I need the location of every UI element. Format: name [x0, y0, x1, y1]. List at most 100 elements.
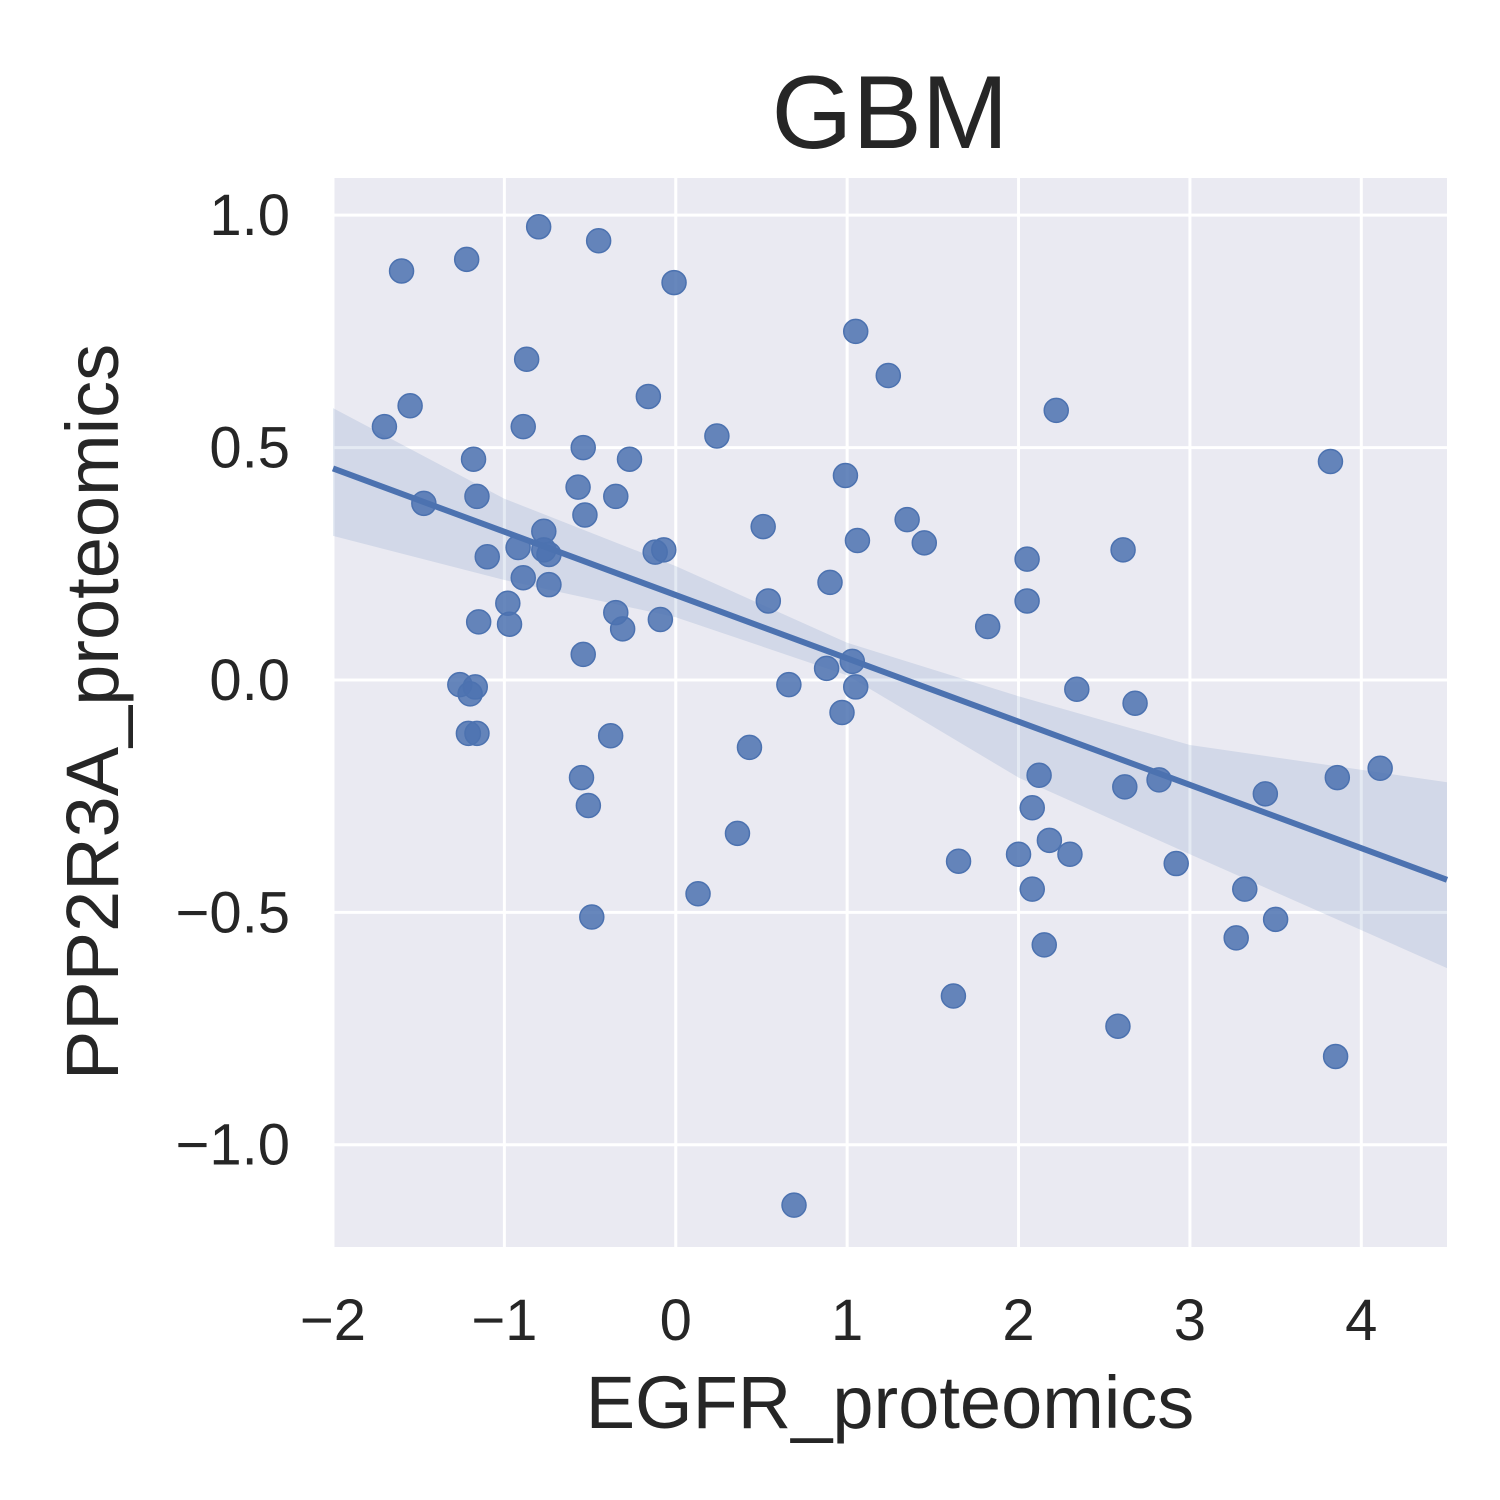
- data-point: [1122, 690, 1148, 716]
- data-point: [453, 246, 480, 273]
- y-tick-label: 0.5: [209, 416, 290, 481]
- data-point: [875, 362, 902, 389]
- y-tick-label: −0.5: [176, 880, 291, 945]
- data-point: [570, 641, 596, 668]
- data-point: [597, 722, 624, 749]
- y-tick-label: 1.0: [209, 183, 290, 248]
- x-tick-label: 1: [831, 1288, 863, 1353]
- data-point: [1322, 1043, 1349, 1070]
- data-point: [704, 423, 730, 449]
- data-point: [565, 474, 591, 500]
- data-point: [724, 820, 751, 847]
- data-point: [1026, 762, 1052, 788]
- data-point: [1057, 841, 1083, 868]
- data-point: [603, 483, 629, 510]
- data-point: [1105, 1013, 1131, 1039]
- data-point: [510, 413, 536, 440]
- data-point: [1317, 448, 1344, 475]
- data-point: [513, 346, 540, 373]
- data-point: [685, 881, 711, 907]
- data-point: [1232, 876, 1258, 902]
- data-point: [575, 792, 602, 819]
- data-point: [460, 446, 487, 472]
- data-point: [1064, 676, 1090, 703]
- regression-line: [331, 465, 1449, 883]
- x-tick-label: −1: [471, 1288, 537, 1353]
- y-tick-label: 0.0: [209, 648, 290, 713]
- data-point: [1036, 827, 1063, 854]
- x-tick-labels: −2 −1 0 1 2 3 4: [300, 1288, 1378, 1353]
- data-point: [647, 606, 674, 633]
- data-point: [572, 502, 598, 528]
- data-point: [1163, 850, 1189, 877]
- data-point: [832, 462, 859, 489]
- data-point: [829, 699, 855, 726]
- data-point: [1014, 546, 1040, 572]
- data-point: [1324, 764, 1351, 791]
- data-point: [1252, 781, 1279, 807]
- data-point: [1014, 588, 1040, 614]
- confidence-band: [333, 408, 1447, 969]
- data-point: [635, 383, 662, 410]
- x-axis-label: EGFR_proteomics: [586, 1361, 1195, 1444]
- x-tick-label: 2: [1002, 1288, 1034, 1353]
- data-point: [736, 734, 763, 761]
- data-point: [1112, 774, 1138, 800]
- data-point: [817, 569, 843, 596]
- data-point: [464, 483, 490, 510]
- data-point: [1262, 906, 1289, 933]
- data-point: [844, 527, 871, 554]
- y-tick-label: −1.0: [176, 1113, 291, 1178]
- data-point: [1223, 925, 1249, 951]
- data-point: [579, 904, 605, 930]
- data-point: [1019, 876, 1045, 902]
- plot-area: [333, 178, 1447, 1247]
- data-point: [945, 848, 972, 874]
- data-point: [911, 530, 938, 556]
- data-point: [510, 564, 536, 591]
- grid-lines: [331, 178, 1447, 1247]
- data-point: [894, 506, 920, 533]
- data-point: [661, 269, 687, 296]
- data-point: [1110, 537, 1136, 563]
- data-point: [776, 671, 802, 698]
- data-point: [570, 434, 596, 461]
- data-point: [609, 616, 636, 642]
- chart-title: GBM: [772, 55, 1009, 171]
- data-point: [616, 446, 643, 472]
- data-point: [496, 611, 523, 637]
- data-points: [371, 214, 1393, 1218]
- data-point: [1367, 755, 1393, 782]
- y-axis-label: PPP2R3A_proteomics: [51, 344, 134, 1080]
- data-point: [750, 513, 776, 540]
- y-tick-labels: −1.0 −0.5 0.0 0.5 1.0: [176, 183, 291, 1178]
- data-point: [464, 720, 490, 747]
- data-point: [371, 413, 398, 440]
- data-point: [642, 539, 668, 565]
- x-tick-label: 0: [660, 1288, 692, 1353]
- data-point: [1043, 397, 1069, 424]
- data-point: [474, 544, 500, 570]
- data-point: [585, 227, 612, 254]
- data-point: [525, 214, 552, 240]
- data-point: [388, 258, 415, 284]
- data-point: [536, 571, 562, 598]
- data-point: [842, 318, 869, 345]
- data-point: [813, 655, 840, 682]
- data-point: [1019, 795, 1045, 821]
- x-tick-label: −2: [300, 1288, 366, 1353]
- data-point: [465, 609, 492, 635]
- data-point: [397, 392, 423, 419]
- data-point: [974, 613, 1001, 640]
- data-point: [1005, 841, 1032, 868]
- data-point: [842, 674, 869, 700]
- data-point: [781, 1192, 807, 1218]
- x-tick-label: 4: [1345, 1288, 1377, 1353]
- data-point: [1031, 932, 1057, 958]
- x-tick-label: 3: [1174, 1288, 1206, 1353]
- data-point: [940, 983, 967, 1009]
- data-point: [755, 588, 782, 614]
- data-point: [457, 681, 483, 707]
- data-point: [568, 764, 595, 791]
